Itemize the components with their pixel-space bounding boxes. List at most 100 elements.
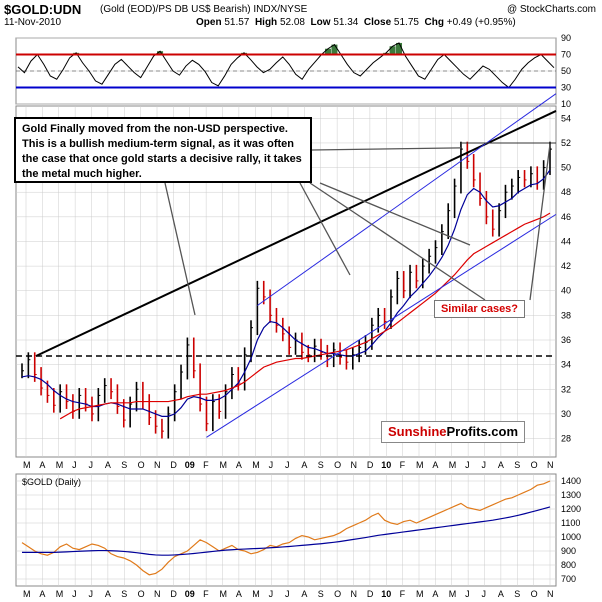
rsi-tick-label: 30 <box>561 83 571 93</box>
x-tick-label: D <box>367 460 374 470</box>
channel-lower-line <box>206 213 557 438</box>
ma-long-line <box>59 212 551 420</box>
gold-x-tick-label: S <box>121 589 127 599</box>
annotation-note: Gold Finally moved from the non-USD pers… <box>14 117 312 183</box>
price-tick-label: 44 <box>561 236 571 246</box>
gold-tick-label: 800 <box>561 560 576 570</box>
x-tick-label: A <box>301 460 307 470</box>
gold-x-tick-label: N <box>351 589 358 599</box>
gold-x-tick-label: 09 <box>185 589 195 599</box>
x-tick-label: O <box>334 460 341 470</box>
gold-tick-label: 1100 <box>561 518 580 528</box>
x-tick-label: D <box>170 460 177 470</box>
annotation-pointer <box>299 182 351 276</box>
rsi-tick-label: 50 <box>561 66 571 76</box>
annotation-pointer <box>319 182 471 246</box>
x-tick-label: M <box>220 460 228 470</box>
gold-x-tick-label: M <box>220 589 228 599</box>
gold-tick-label: 1300 <box>561 490 581 500</box>
price-tick-label: 50 <box>561 163 571 173</box>
gold-x-tick-label: M <box>23 589 31 599</box>
annotation-pointer <box>309 182 486 301</box>
x-tick-label: F <box>400 460 406 470</box>
gold-x-tick-label: F <box>400 589 406 599</box>
low-value: 51.34 <box>333 17 359 28</box>
gold-tick-label: 1200 <box>561 504 581 514</box>
rsi-overbought-fill <box>389 46 396 55</box>
price-tick-label: 48 <box>561 187 571 197</box>
gold-tick-label: 1000 <box>561 532 581 542</box>
x-tick-label: S <box>121 460 127 470</box>
close-value: 51.75 <box>393 17 419 28</box>
x-tick-label: F <box>203 460 209 470</box>
gold-panel-title: $GOLD (Daily) <box>22 477 82 487</box>
gold-tick-label: 700 <box>561 574 576 584</box>
price-tick-label: 42 <box>561 261 571 271</box>
x-tick-label: M <box>56 460 64 470</box>
gold-x-tick-label: M <box>56 589 64 599</box>
x-tick-label: M <box>416 460 424 470</box>
price-tick-label: 38 <box>561 310 571 320</box>
x-tick-label: A <box>498 460 504 470</box>
brand-logo: SunshineProfits.com <box>381 421 526 443</box>
x-tick-label: S <box>514 460 520 470</box>
x-tick-label: N <box>351 460 358 470</box>
similar-cases-label: Similar cases? <box>434 300 525 318</box>
x-tick-label: N <box>547 460 554 470</box>
price-tick-label: 30 <box>561 409 571 419</box>
price-tick-label: 52 <box>561 138 571 148</box>
open-value: 51.57 <box>224 17 250 28</box>
ohlc-readout: Open 51.57 High 52.08 Low 51.34 Close 51… <box>196 17 516 28</box>
high-value: 52.08 <box>279 17 305 28</box>
annotation-pointer <box>311 147 461 151</box>
x-tick-label: S <box>318 460 324 470</box>
x-tick-label: A <box>105 460 111 470</box>
x-tick-label: 10 <box>381 460 391 470</box>
gold-x-tick-label: O <box>531 589 538 599</box>
x-tick-label: 09 <box>185 460 195 470</box>
rsi-tick-label: 70 <box>561 50 571 60</box>
gold-x-tick-label: J <box>285 589 290 599</box>
x-tick-label: J <box>465 460 470 470</box>
x-tick-label: A <box>432 460 438 470</box>
x-tick-label: J <box>89 460 94 470</box>
brand-part-1: Sunshine <box>388 424 447 439</box>
gold-x-tick-label: O <box>138 589 145 599</box>
low-label: Low <box>310 17 331 28</box>
gold-x-tick-label: O <box>334 589 341 599</box>
gold-price-line <box>21 480 551 576</box>
gold-x-tick-label: M <box>252 589 260 599</box>
open-label: Open <box>196 17 222 28</box>
x-tick-label: M <box>449 460 457 470</box>
x-tick-label: O <box>531 460 538 470</box>
gold-x-tick-label: S <box>514 589 520 599</box>
gold-x-tick-label: D <box>367 589 374 599</box>
high-label: High <box>254 17 278 28</box>
brand-part-2: Profits.com <box>446 424 519 439</box>
x-tick-label: J <box>482 460 487 470</box>
gold-x-tick-label: A <box>105 589 111 599</box>
price-tick-label: 40 <box>561 286 571 296</box>
price-tick-label: 36 <box>561 335 571 345</box>
channel-upper-line <box>257 93 557 306</box>
gold-x-tick-label: A <box>498 589 504 599</box>
symbol-title: $GOLD:UDN <box>4 2 82 17</box>
gold-x-tick-label: 10 <box>381 589 391 599</box>
gold-x-tick-label: N <box>547 589 554 599</box>
rsi-line <box>17 42 555 89</box>
gold-x-tick-label: J <box>72 589 77 599</box>
gold-x-tick-label: N <box>154 589 161 599</box>
gold-tick-label: 900 <box>561 546 576 556</box>
gold-x-tick-label: A <box>301 589 307 599</box>
gold-panel <box>15 473 557 587</box>
gold-x-tick-label: A <box>432 589 438 599</box>
x-tick-label: O <box>138 460 145 470</box>
symbol-description: (Gold (EOD)/PS DB US$ Bearish) INDX/NYSE <box>100 4 308 15</box>
annotation-pointer <box>529 144 551 301</box>
chart-date: 11-Nov-2010 <box>4 17 62 28</box>
gold-tick-label: 1400 <box>561 476 581 486</box>
gold-x-tick-label: J <box>482 589 487 599</box>
resistance-trendline <box>35 110 557 357</box>
gold-x-tick-label: J <box>465 589 470 599</box>
